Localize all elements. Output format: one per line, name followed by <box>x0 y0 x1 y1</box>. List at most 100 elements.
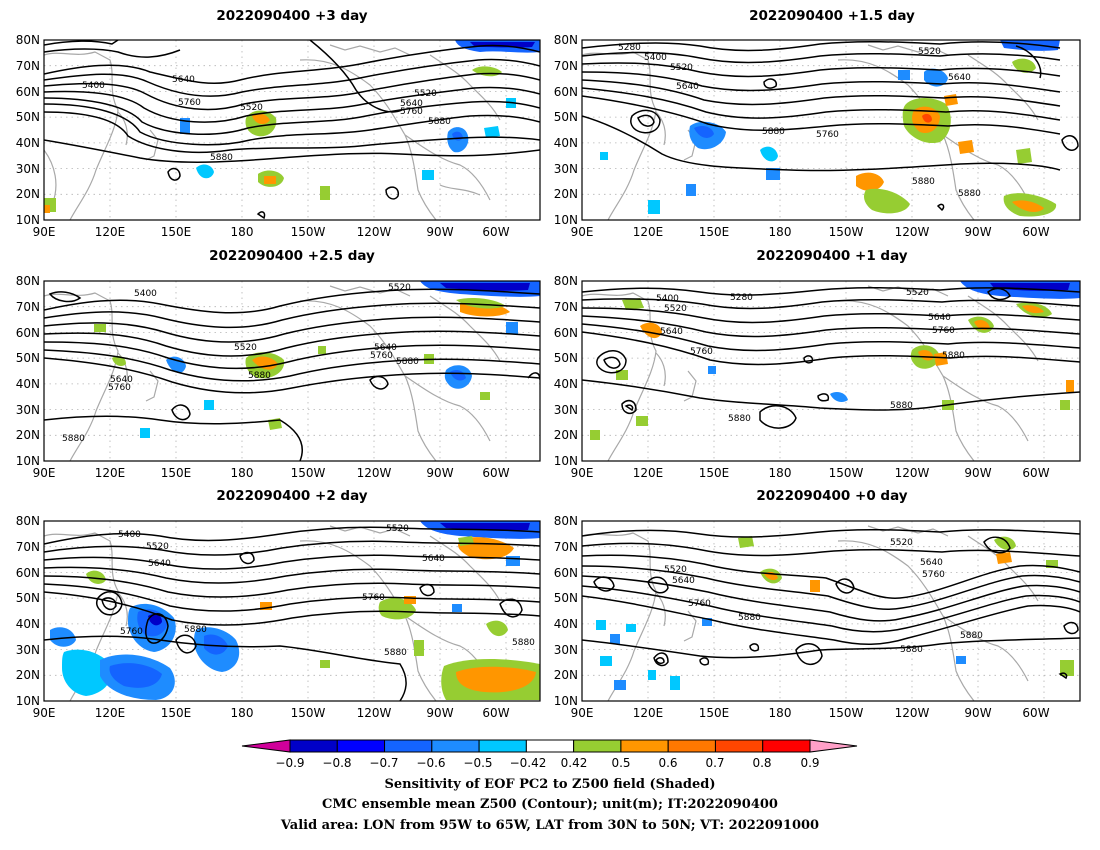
caption-line-2: CMC ensemble mean Z500 (Contour); unit(m… <box>322 797 778 812</box>
panel-title: 2022090400 +1.5 day <box>749 8 915 24</box>
svg-text:150W: 150W <box>291 706 326 720</box>
colorbar-label: −0.42 <box>510 756 547 770</box>
coastlines <box>582 525 1039 701</box>
plot-frame <box>581 280 1081 462</box>
svg-text:150E: 150E <box>699 225 730 239</box>
z500-contours <box>44 288 540 461</box>
svg-text:90W: 90W <box>964 706 991 720</box>
contour-label: 5640 <box>928 313 951 323</box>
svg-text:70N: 70N <box>554 59 578 73</box>
figure-caption: Sensitivity of EOF PC2 to Z500 field (Sh… <box>280 777 819 833</box>
svg-text:10N: 10N <box>16 213 40 227</box>
map-panel-plus-3-day: 2022090400 +3 day <box>16 8 541 239</box>
svg-text:20N: 20N <box>16 428 40 442</box>
contour-label: 5520 <box>664 304 687 314</box>
colorbar-label: −0.5 <box>463 756 492 770</box>
contour-label: 5280 <box>618 43 641 53</box>
svg-text:180: 180 <box>231 466 254 480</box>
lon-tick-labels: 90E 120E 150E 180 150W 120W 90W 60W <box>33 706 510 720</box>
contour-labels: 5400 5640 5760 5520 5520 5640 5760 5880 … <box>82 75 451 163</box>
contour-label: 5880 <box>210 153 233 163</box>
svg-text:80N: 80N <box>554 274 578 288</box>
svg-text:50N: 50N <box>554 351 578 365</box>
svg-text:50N: 50N <box>16 110 40 124</box>
svg-text:30N: 30N <box>554 643 578 657</box>
svg-text:90E: 90E <box>571 466 594 480</box>
svg-text:180: 180 <box>231 706 254 720</box>
colorbar-label: −0.8 <box>322 756 351 770</box>
lat-tick-labels: 80N 70N 60N 50N 40N 30N 20N 10N <box>554 514 578 708</box>
svg-text:120E: 120E <box>95 225 126 239</box>
svg-text:60N: 60N <box>554 85 578 99</box>
contour-label: 5760 <box>690 347 713 357</box>
contour-label: 5520 <box>240 103 263 113</box>
colorbar-segments <box>289 739 811 753</box>
plot-frame <box>581 520 1081 702</box>
colorbar-segment <box>478 739 527 753</box>
svg-text:60N: 60N <box>16 326 40 340</box>
lat-tick-labels: 80N 70N 60N 50N 40N 30N 20N 10N <box>16 514 40 708</box>
svg-text:30N: 30N <box>554 162 578 176</box>
svg-text:10N: 10N <box>554 213 578 227</box>
svg-text:10N: 10N <box>554 694 578 708</box>
map-panel-plus-2-5-day: 2022090400 +2.5 day <box>16 248 541 480</box>
svg-text:60W: 60W <box>1022 225 1049 239</box>
caption-line-3: Valid area: LON from 95W to 65W, LAT fro… <box>280 818 819 833</box>
sensitivity-shading <box>50 521 540 700</box>
svg-text:180: 180 <box>231 225 254 239</box>
colorbar-label: −0.7 <box>369 756 398 770</box>
contour-label: 5520 <box>664 565 687 575</box>
sensitivity-shading <box>94 281 540 438</box>
colorbar-segment <box>667 739 716 753</box>
svg-text:150W: 150W <box>829 706 864 720</box>
svg-text:180: 180 <box>769 706 792 720</box>
svg-text:50N: 50N <box>16 351 40 365</box>
colorbar-segment <box>336 739 386 753</box>
svg-text:120W: 120W <box>895 706 930 720</box>
contour-label: 5640 <box>110 375 133 385</box>
contour-label: 5880 <box>384 648 407 658</box>
contour-label: 5640 <box>672 576 695 586</box>
lat-tick-labels: 80N 70N 60N 50N 40N 30N 20N 10N <box>16 33 40 227</box>
z500-contours <box>44 40 540 220</box>
contour-label: 5880 <box>428 117 451 127</box>
contour-label: 5880 <box>248 371 271 381</box>
svg-text:180: 180 <box>769 466 792 480</box>
plot-frame <box>43 520 541 702</box>
svg-text:90E: 90E <box>33 225 56 239</box>
contour-labels: 5280 5400 5520 5520 5640 5640 5880 5760 … <box>618 43 981 199</box>
coastlines <box>582 285 1039 461</box>
svg-text:120E: 120E <box>95 706 126 720</box>
map-gridlines <box>44 40 540 220</box>
svg-text:150E: 150E <box>699 466 730 480</box>
contour-label: 5760 <box>362 593 385 603</box>
svg-text:50N: 50N <box>16 591 40 605</box>
svg-text:40N: 40N <box>16 136 40 150</box>
svg-text:50N: 50N <box>554 591 578 605</box>
contour-label: 5400 <box>82 81 105 91</box>
svg-text:60N: 60N <box>554 566 578 580</box>
z500-contours <box>582 528 1080 680</box>
contour-label: 5880 <box>396 357 419 367</box>
svg-text:120W: 120W <box>357 466 392 480</box>
sensitivity-shading <box>600 40 1060 217</box>
svg-text:150W: 150W <box>291 466 326 480</box>
z500-contours <box>582 286 1080 429</box>
svg-text:90E: 90E <box>571 225 594 239</box>
svg-text:60N: 60N <box>16 85 40 99</box>
svg-text:90E: 90E <box>571 706 594 720</box>
colorbar-label: 0.42 <box>561 756 588 770</box>
contour-label: 5520 <box>918 47 941 57</box>
svg-text:80N: 80N <box>16 33 40 47</box>
z500-contours <box>582 40 1079 212</box>
svg-text:60W: 60W <box>482 225 509 239</box>
colorbar-segment <box>573 739 622 753</box>
plot-frame <box>43 280 541 462</box>
svg-text:90W: 90W <box>964 466 991 480</box>
svg-text:70N: 70N <box>554 300 578 314</box>
contour-label: 5880 <box>890 401 913 411</box>
z500-contours <box>44 526 540 701</box>
svg-text:20N: 20N <box>16 187 40 201</box>
svg-text:20N: 20N <box>554 428 578 442</box>
svg-text:150W: 150W <box>829 466 864 480</box>
